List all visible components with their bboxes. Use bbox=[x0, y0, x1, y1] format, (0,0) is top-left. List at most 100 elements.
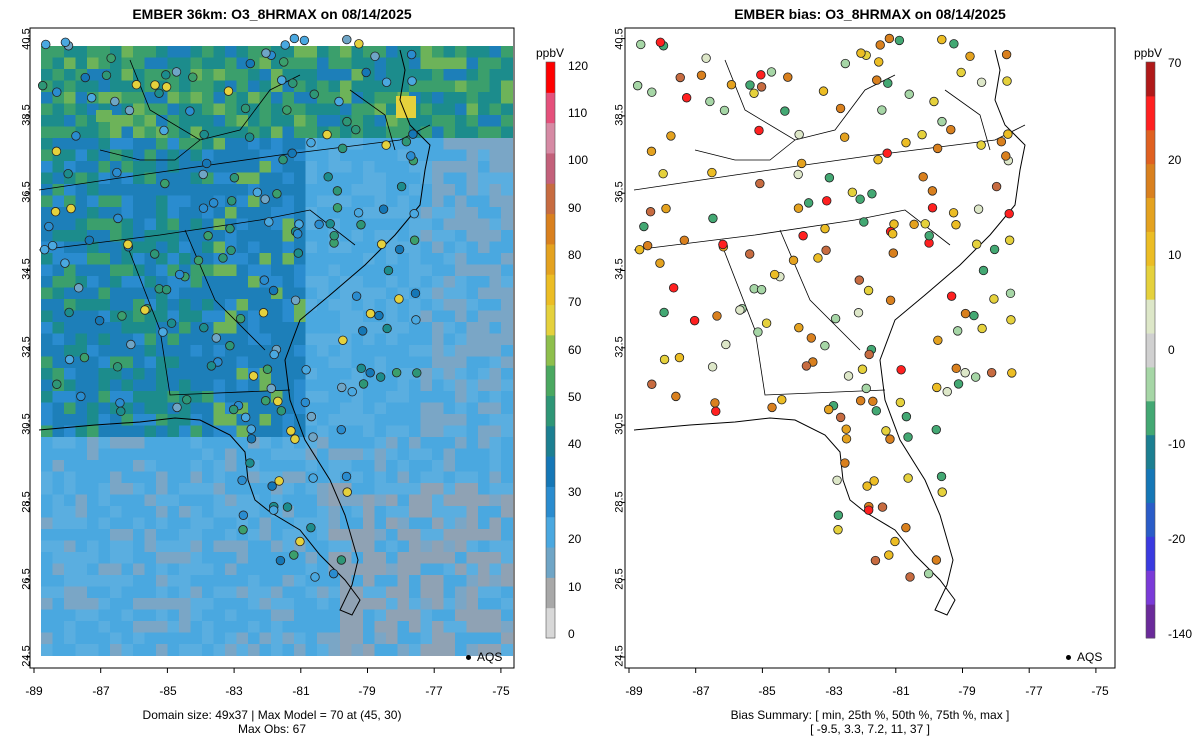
station-marker bbox=[788, 255, 799, 266]
station-marker bbox=[777, 395, 787, 405]
axis-ticks bbox=[26, 38, 1097, 673]
station-marker bbox=[960, 308, 971, 319]
station-marker bbox=[888, 248, 899, 258]
station-marker bbox=[869, 476, 879, 486]
left-footer-line2: Max Obs: 67 bbox=[237, 722, 307, 736]
left-colorbar-tick: 10 bbox=[568, 580, 582, 594]
right-colorbar-tick: 10 bbox=[1168, 248, 1182, 262]
station-marker bbox=[901, 411, 912, 422]
colorbar-segment bbox=[546, 425, 555, 457]
left-footer-line1: Domain size: 49x37 | Max Model = 70 at (… bbox=[142, 708, 402, 722]
state-boundary bbox=[724, 59, 896, 141]
station-marker bbox=[282, 105, 292, 115]
station-marker bbox=[198, 203, 209, 213]
station-marker bbox=[411, 315, 421, 325]
station-marker bbox=[268, 285, 279, 296]
left-y-tick: 36.5 bbox=[20, 181, 33, 203]
station-marker bbox=[325, 219, 335, 229]
station-marker bbox=[37, 80, 48, 91]
station-marker bbox=[225, 223, 235, 234]
station-marker bbox=[115, 398, 125, 408]
station-marker bbox=[666, 131, 676, 141]
right-x-tick: -89 bbox=[625, 684, 643, 698]
station-marker bbox=[314, 219, 324, 230]
colorbar-segment bbox=[1146, 62, 1155, 97]
station-marker bbox=[193, 255, 204, 266]
left-y-tick: 26.5 bbox=[20, 568, 33, 590]
colorbar-segment bbox=[546, 365, 555, 396]
station-marker bbox=[356, 363, 366, 374]
left-colorbar-tick: 120 bbox=[568, 59, 589, 73]
station-marker bbox=[300, 397, 311, 408]
station-marker bbox=[971, 239, 982, 249]
station-marker bbox=[279, 57, 289, 67]
station-marker bbox=[832, 475, 842, 486]
colorbar-segment bbox=[546, 213, 555, 245]
station-marker bbox=[679, 235, 690, 245]
station-marker bbox=[946, 291, 957, 301]
station-marker bbox=[259, 275, 269, 285]
station-marker bbox=[887, 229, 898, 239]
station-marker bbox=[780, 106, 790, 116]
station-marker bbox=[124, 105, 135, 116]
station-marker bbox=[406, 151, 416, 161]
station-marker bbox=[769, 269, 780, 280]
left-x-tick: -77 bbox=[425, 684, 443, 698]
station-marker bbox=[51, 146, 62, 157]
station-marker bbox=[655, 258, 665, 268]
station-marker bbox=[235, 313, 246, 324]
station-marker bbox=[260, 396, 271, 406]
left-colorbar-tick: 70 bbox=[568, 295, 582, 309]
right-x-tick: -85 bbox=[758, 684, 776, 698]
left-colorbar-tick: 40 bbox=[568, 437, 582, 451]
station-marker bbox=[862, 481, 872, 491]
station-marker bbox=[977, 323, 987, 334]
station-marker bbox=[645, 207, 656, 217]
right-y-tick: 40.5 bbox=[613, 28, 626, 50]
state-boundary bbox=[694, 139, 796, 161]
station-marker bbox=[890, 536, 900, 547]
station-marker bbox=[884, 33, 895, 44]
station-marker bbox=[823, 404, 834, 415]
station-marker bbox=[188, 72, 198, 82]
station-marker bbox=[261, 48, 271, 58]
station-marker bbox=[329, 230, 339, 241]
station-marker bbox=[351, 124, 361, 135]
station-marker bbox=[309, 89, 319, 99]
station-marker bbox=[1004, 209, 1014, 219]
station-marker bbox=[223, 86, 234, 96]
station-marker bbox=[756, 70, 766, 80]
right-y-tick: 32.5 bbox=[613, 336, 626, 358]
station-marker bbox=[932, 382, 942, 393]
station-marker bbox=[655, 37, 666, 47]
station-marker bbox=[383, 265, 394, 276]
station-marker bbox=[936, 471, 947, 482]
station-marker bbox=[286, 426, 296, 436]
right-x-tick: -75 bbox=[1091, 684, 1109, 698]
station-marker bbox=[965, 51, 975, 62]
station-marker bbox=[356, 220, 366, 230]
station-marker bbox=[240, 412, 251, 423]
station-marker bbox=[754, 125, 764, 136]
colorbar-segment bbox=[546, 334, 555, 366]
left-x-tick: -75 bbox=[492, 684, 510, 698]
state-boundary bbox=[944, 89, 991, 151]
left-colorbar-tick: 80 bbox=[568, 248, 582, 262]
station-marker bbox=[835, 103, 846, 114]
station-marker bbox=[394, 244, 405, 255]
colorbar-segment bbox=[1146, 231, 1155, 266]
station-marker bbox=[726, 80, 737, 90]
station-marker bbox=[166, 318, 177, 328]
station-marker bbox=[1007, 368, 1017, 378]
station-marker bbox=[80, 72, 90, 83]
station-marker bbox=[873, 155, 883, 165]
station-marker bbox=[927, 186, 938, 196]
station-marker bbox=[803, 198, 814, 208]
station-marker bbox=[761, 318, 772, 328]
right-y-tick: 28.5 bbox=[613, 491, 626, 513]
station-marker bbox=[63, 169, 73, 179]
station-marker bbox=[408, 129, 418, 139]
station-marker bbox=[240, 103, 251, 114]
station-marker bbox=[365, 368, 375, 378]
station-marker bbox=[871, 406, 882, 416]
